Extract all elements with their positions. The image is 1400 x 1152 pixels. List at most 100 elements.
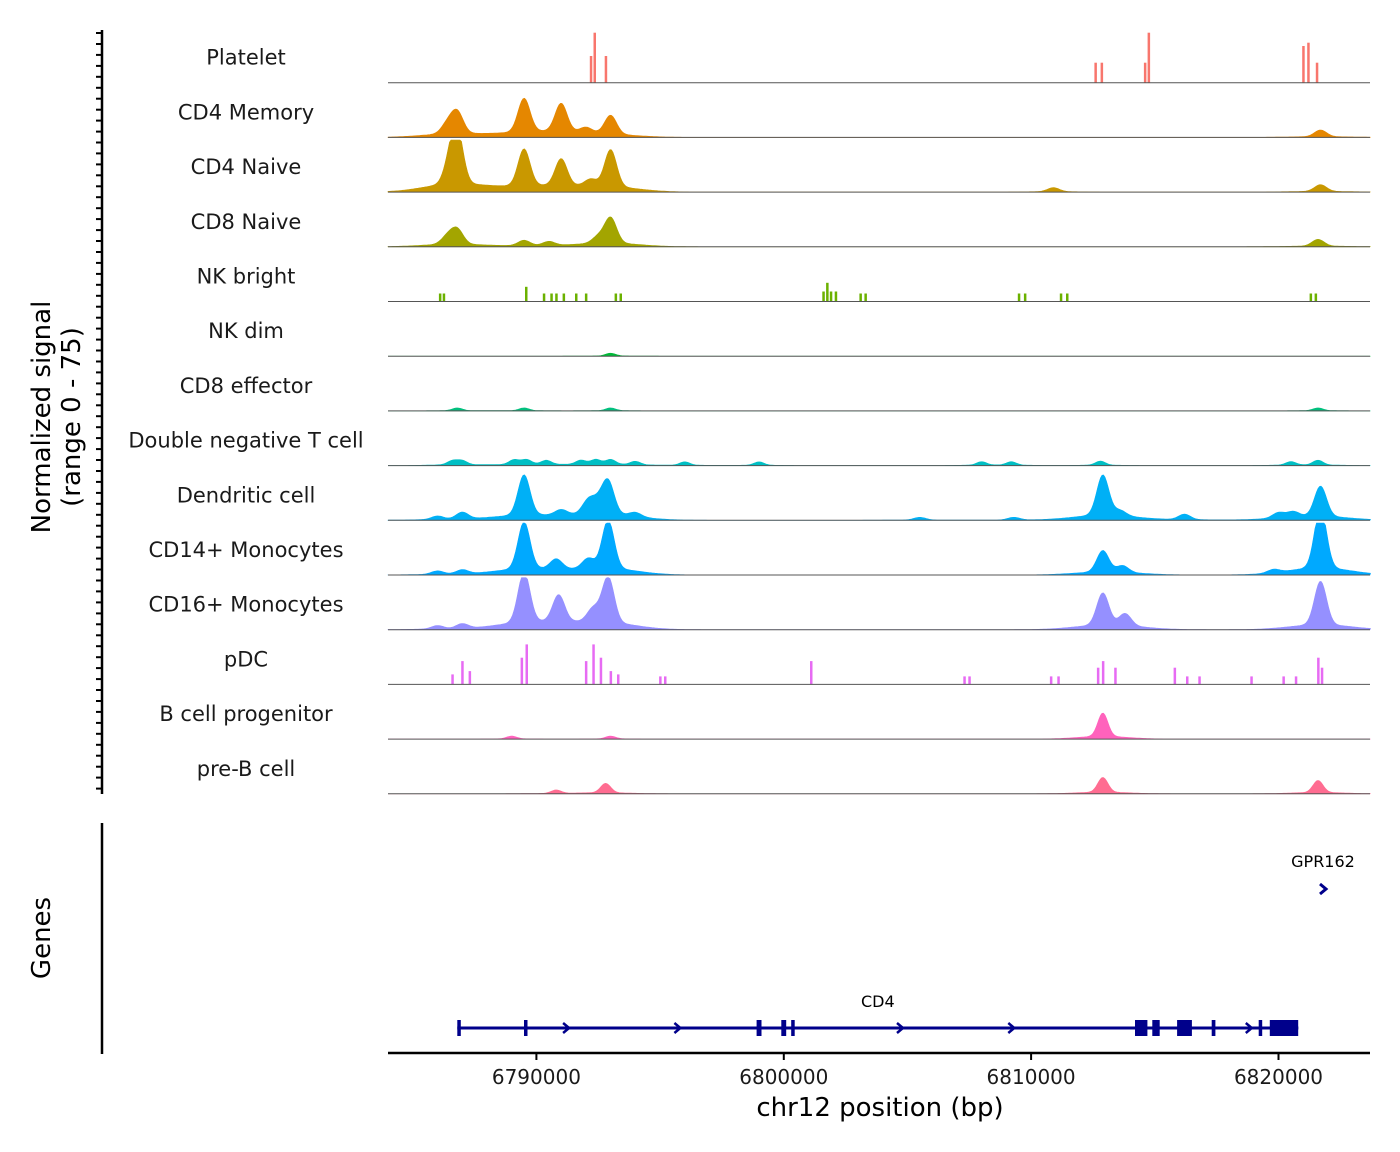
track-pdc: pDC	[224, 644, 1370, 685]
gene-exon	[524, 1020, 528, 1036]
strand-arrow-icon	[562, 1022, 572, 1034]
signal-peak	[963, 676, 966, 685]
signal-peak	[550, 293, 553, 302]
gene-exon	[1211, 1020, 1216, 1036]
signal-peak	[1198, 676, 1201, 685]
gene-annotation-track: CD4 GPR162	[457, 852, 1355, 1036]
genes-axis-label: Genes	[27, 897, 57, 979]
signal-peak	[562, 293, 566, 302]
track-label: CD4 Naive	[191, 155, 302, 179]
gene-exon	[781, 1020, 787, 1036]
track-label: CD14+ Monocytes	[148, 538, 343, 562]
signal-peak	[1173, 667, 1177, 685]
track-cd4-memory: CD4 Memory	[178, 97, 1371, 138]
signal-peak	[1057, 676, 1060, 685]
signal-peak	[589, 56, 593, 83]
track-label: pDC	[224, 647, 268, 671]
signal-peak	[822, 291, 825, 302]
track-label: pre-B cell	[197, 757, 295, 781]
track-cd8-naive: CD8 Naive	[191, 210, 1371, 248]
signal-peak	[1186, 676, 1189, 685]
signal-peak	[592, 644, 595, 685]
gene-exon	[1152, 1020, 1160, 1036]
signal-peak	[461, 661, 464, 685]
signal-peak	[442, 293, 446, 302]
signal-peak	[438, 293, 442, 302]
strand-arrow-icon	[1319, 882, 1329, 896]
signal-peak	[1023, 293, 1027, 302]
gene-exon	[1135, 1020, 1148, 1036]
track-double-negative-t-cell: Double negative T cell	[128, 429, 1371, 467]
signal-peak	[834, 291, 838, 302]
signal-peak	[1307, 42, 1310, 83]
signal-peak	[1320, 667, 1324, 685]
signal-peak	[1282, 676, 1285, 685]
track-label: Dendritic cell	[177, 483, 316, 507]
track-cd14-monocytes: CD14+ Monocytes	[148, 522, 1371, 576]
signal-tracks: Platelet CD4 Memory CD4 Naive CD8 Naive NK b…	[128, 32, 1371, 795]
signal-peak	[584, 293, 588, 302]
strand-arrow-icon	[896, 1022, 905, 1034]
signal-peak	[555, 293, 558, 302]
track-cd16-monocytes: CD16+ Monocytes	[148, 577, 1371, 631]
gene-exon	[756, 1020, 762, 1036]
signal-peak	[659, 676, 662, 685]
x-tick-label: 6790000	[492, 1065, 581, 1089]
signal-peak	[619, 293, 622, 302]
signal-peak	[864, 293, 867, 302]
signal-peak	[1059, 293, 1063, 302]
x-tick-label: 6800000	[739, 1065, 828, 1089]
gene-label: GPR162	[1291, 852, 1355, 871]
track-label: NK bright	[197, 265, 296, 289]
signal-peak	[617, 674, 620, 685]
signal-peak	[664, 676, 667, 685]
signal-area	[387, 577, 1371, 630]
signal-peak	[542, 293, 546, 302]
x-tick-label: 6810000	[987, 1065, 1076, 1089]
strand-arrow-icon	[673, 1022, 683, 1034]
track-cd8-effector: CD8 effector	[180, 374, 1371, 412]
track-b-cell-progenitor: B cell progenitor	[159, 702, 1371, 740]
x-tick-label: 6820000	[1234, 1065, 1323, 1089]
signal-peak	[468, 671, 472, 685]
gene-label: CD4	[861, 992, 895, 1011]
track-cd4-naive: CD4 Naive	[191, 139, 1371, 193]
signal-peak	[614, 293, 618, 302]
signal-area	[387, 216, 1371, 248]
track-pre-b-cell: pre-B cell	[197, 757, 1371, 795]
track-nk-dim: NK dim	[208, 319, 1371, 357]
signal-peak	[1315, 62, 1319, 83]
signal-peak	[1143, 62, 1147, 83]
signal-peak	[859, 293, 862, 302]
signal-peak	[1049, 676, 1053, 685]
signal-peak	[584, 661, 588, 685]
signal-area	[387, 139, 1371, 193]
x-axis-label: chr12 position (bp)	[756, 1093, 1003, 1123]
x-axis: 6790000 6800000 6810000 6820000	[388, 1051, 1370, 1089]
track-label: NK dim	[208, 319, 284, 343]
signal-peak	[1147, 32, 1151, 83]
signal-area	[387, 522, 1371, 576]
signal-peak	[599, 657, 603, 685]
signal-peak	[826, 282, 829, 302]
signal-peak	[810, 661, 813, 685]
y-axis-label: Normalized signal	[27, 301, 57, 534]
track-label: CD8 effector	[180, 374, 313, 398]
gene-exon	[457, 1020, 461, 1036]
track-nk-bright: NK bright	[197, 265, 1370, 302]
signal-peak	[1100, 62, 1104, 83]
signal-peak	[1317, 657, 1320, 685]
track-label: CD4 Memory	[178, 100, 314, 124]
signal-peak	[1094, 62, 1097, 83]
signal-peak	[1309, 293, 1313, 302]
gene-exon	[1269, 1020, 1299, 1036]
signal-peak	[520, 657, 524, 685]
signal-peak	[609, 671, 613, 685]
signal-peak	[1096, 667, 1100, 685]
signal-peak	[525, 286, 528, 302]
gene-gpr162: GPR162	[1291, 852, 1355, 896]
signal-peak	[1101, 661, 1105, 685]
signal-peak	[604, 56, 608, 83]
gene-cd4: CD4	[457, 992, 1299, 1036]
